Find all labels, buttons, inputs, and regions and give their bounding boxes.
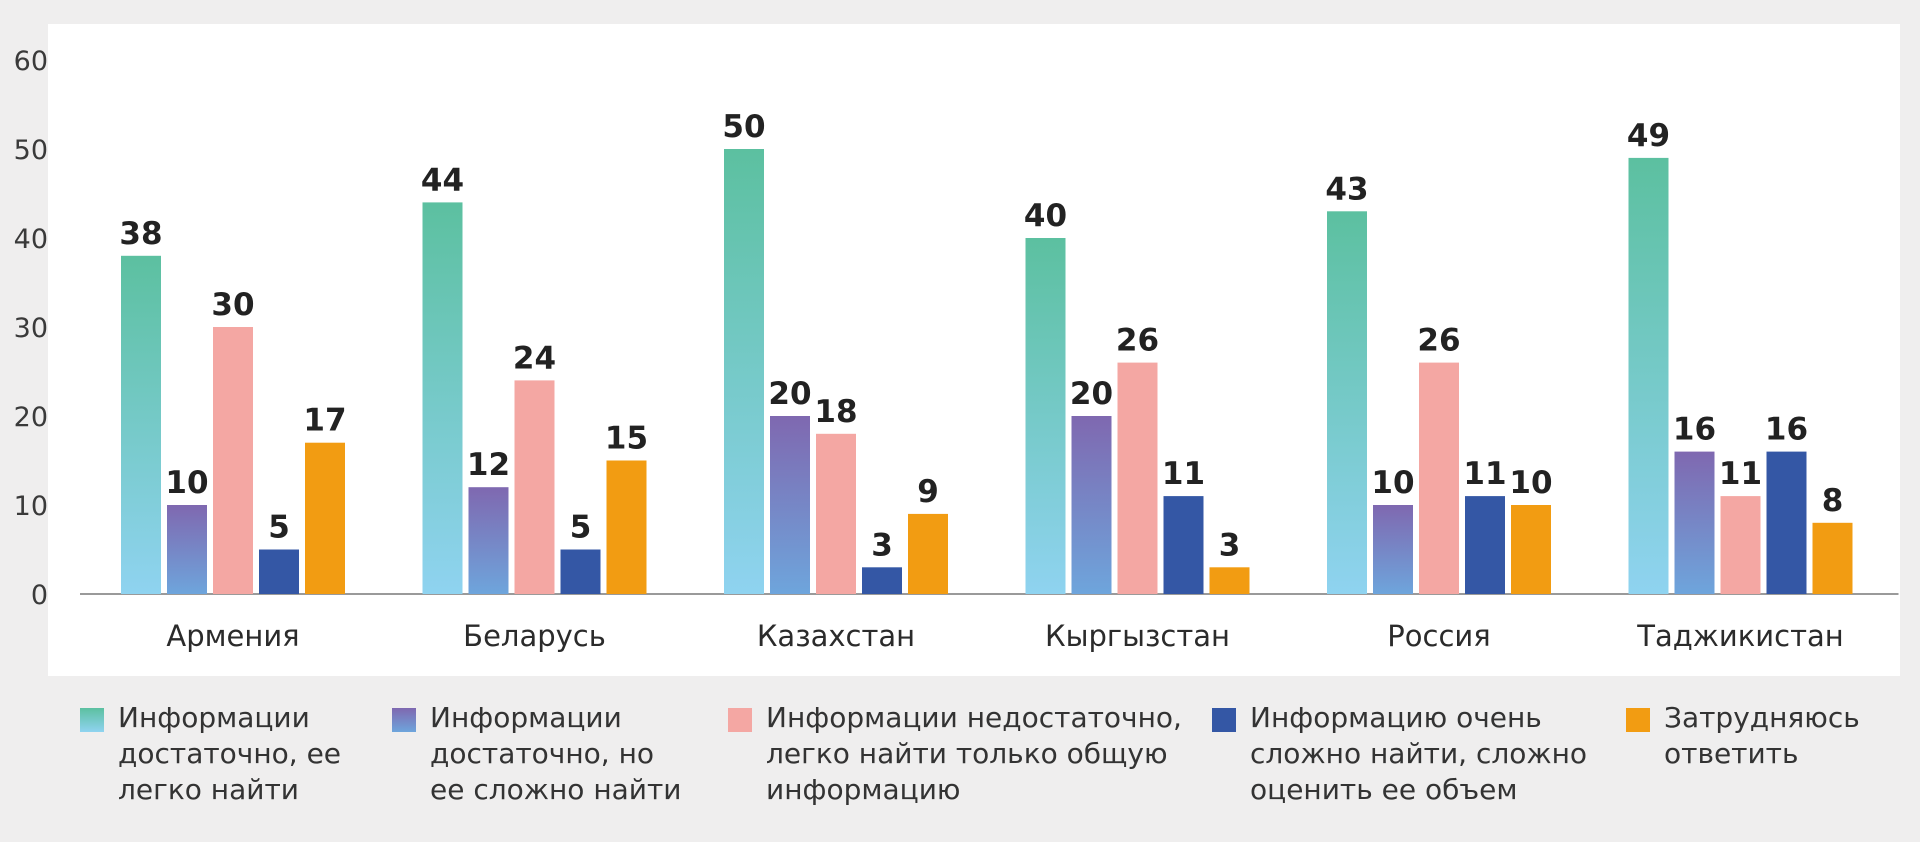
legend-item: Информации достаточно, ее легко найти — [80, 700, 341, 808]
y-tick-label: 40 — [14, 224, 48, 255]
category-label: Россия — [1387, 619, 1490, 653]
value-label: 26 — [1417, 323, 1460, 359]
bar — [422, 202, 463, 594]
bars-layer — [121, 149, 1853, 595]
legend-label: Информацию очень сложно найти, сложно оц… — [1250, 701, 1588, 806]
value-label: 17 — [303, 403, 346, 439]
value-label: 49 — [1627, 118, 1670, 154]
bar — [1720, 496, 1761, 594]
value-label: 16 — [1673, 412, 1716, 448]
y-tick-label: 0 — [31, 580, 48, 611]
legend-item: Информации недостаточно, легко найти тол… — [728, 700, 1182, 808]
y-tick-label: 30 — [14, 313, 48, 344]
bar — [560, 549, 601, 594]
value-label: 50 — [722, 109, 765, 145]
legend-swatch — [392, 708, 416, 732]
bar — [121, 255, 161, 595]
value-label: 15 — [605, 421, 648, 457]
bar — [1674, 451, 1715, 594]
category-label: Кыргызстан — [1045, 619, 1230, 653]
bar — [305, 442, 345, 594]
bar — [1628, 157, 1669, 594]
y-tick-label: 10 — [14, 491, 48, 522]
value-label: 3 — [1219, 527, 1241, 563]
legend-swatch — [80, 708, 104, 732]
legend-label: Информации достаточно, ее легко найти — [118, 701, 342, 806]
bar — [908, 513, 948, 594]
bar — [1327, 211, 1367, 595]
bar — [1117, 362, 1158, 594]
value-label: 11 — [1162, 456, 1205, 492]
category-label: Таджикистан — [1636, 619, 1843, 653]
value-label: 5 — [570, 510, 592, 546]
value-label: 9 — [917, 474, 939, 510]
value-label: 11 — [1463, 456, 1506, 492]
bar — [1025, 238, 1066, 594]
legend-label: Информации недостаточно, легко найти тол… — [766, 701, 1182, 806]
bar — [259, 549, 299, 594]
bar — [468, 487, 509, 594]
legend-item: Информации достаточно, но ее сложно найт… — [392, 700, 682, 808]
bar — [770, 416, 810, 594]
value-label: 12 — [467, 447, 510, 483]
bar — [862, 567, 902, 594]
y-axis-ticks: 0 10 20 30 40 50 60 — [14, 46, 48, 611]
value-label: 18 — [814, 394, 857, 430]
bar — [1812, 522, 1853, 594]
bar — [213, 327, 253, 594]
y-tick-label: 50 — [14, 135, 48, 166]
value-label: 24 — [513, 340, 556, 376]
bar — [514, 380, 555, 594]
value-label: 16 — [1765, 412, 1808, 448]
value-label: 38 — [119, 216, 162, 252]
legend-label: Затрудняюсь ответить — [1664, 701, 1860, 770]
bar — [1209, 567, 1250, 594]
value-label: 30 — [211, 287, 254, 323]
value-label: 44 — [421, 162, 464, 198]
bar — [1419, 362, 1459, 594]
value-label: 40 — [1024, 198, 1067, 234]
bar — [1766, 451, 1807, 594]
bar — [816, 433, 856, 594]
value-label: 11 — [1719, 456, 1762, 492]
category-label: Армения — [166, 619, 299, 653]
legend: Информации достаточно, ее легко найти Инф… — [80, 700, 1900, 830]
y-tick-label: 60 — [14, 46, 48, 77]
value-label: 10 — [1371, 465, 1414, 501]
bar — [1465, 496, 1505, 594]
value-label: 26 — [1116, 323, 1159, 359]
legend-swatch — [728, 708, 752, 732]
category-label: Беларусь — [463, 619, 606, 653]
bar — [1071, 416, 1112, 594]
value-label: 20 — [1070, 376, 1113, 412]
value-label: 10 — [165, 465, 208, 501]
legend-label: Информации достаточно, но ее сложно найт… — [430, 701, 682, 806]
legend-swatch — [1212, 708, 1236, 732]
bar — [606, 460, 647, 594]
legend-swatch — [1626, 708, 1650, 732]
category-labels-layer: Армения Беларусь Казахстан Кыргызстан Россия… — [166, 619, 1843, 653]
bar — [724, 149, 764, 594]
value-label: 43 — [1325, 171, 1368, 207]
plot-panel — [48, 24, 1900, 676]
value-label: 8 — [1822, 483, 1844, 519]
value-label: 5 — [268, 510, 290, 546]
value-label: 20 — [768, 376, 811, 412]
bar — [1373, 505, 1413, 594]
value-label: 3 — [871, 527, 893, 563]
bar — [1163, 496, 1204, 594]
category-label: Казахстан — [757, 619, 915, 653]
bar — [1511, 505, 1551, 594]
value-label: 10 — [1509, 465, 1552, 501]
legend-item: Информацию очень сложно найти, сложно оц… — [1212, 700, 1587, 808]
y-tick-label: 20 — [14, 402, 48, 433]
legend-item: Затрудняюсь ответить — [1626, 700, 1860, 772]
bar — [167, 505, 207, 594]
